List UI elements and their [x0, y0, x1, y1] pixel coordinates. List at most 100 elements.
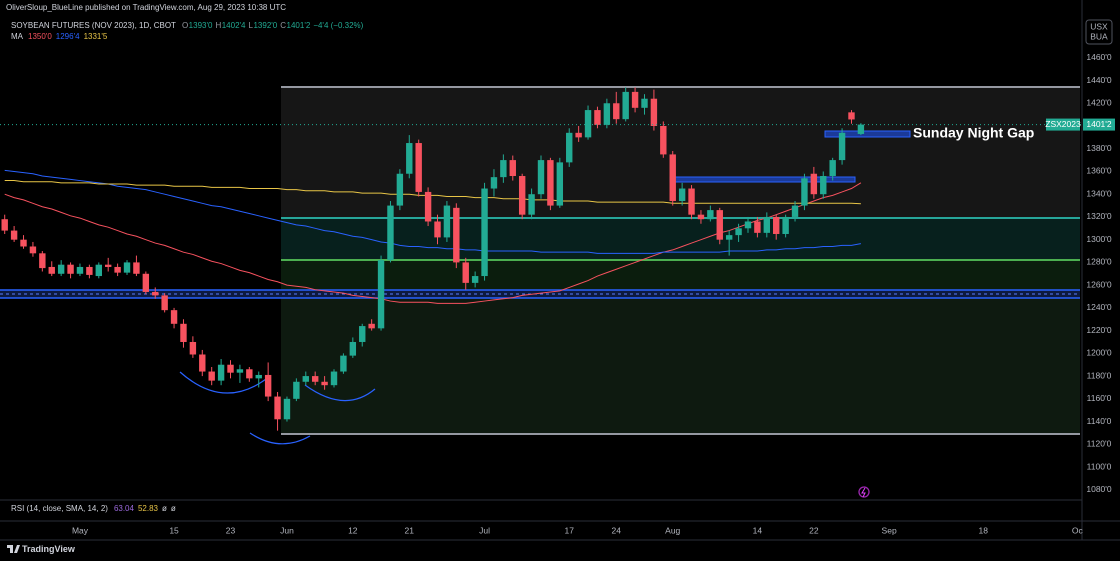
candle-body — [518, 176, 526, 215]
x-tick-label: 18 — [978, 525, 988, 535]
x-tick-label: Oc — [1072, 525, 1084, 535]
moving-average-line — [4, 169, 861, 254]
legend-key: O — [182, 21, 188, 30]
pattern-arc — [179, 371, 271, 394]
candle-body — [575, 132, 582, 138]
ma-key: MA — [11, 32, 24, 41]
candle-body — [39, 253, 46, 269]
candle-body — [95, 264, 102, 277]
x-tick-label: Aug — [665, 525, 680, 535]
y-tick-label: 1220'0 — [1086, 325, 1112, 335]
candle-body — [29, 246, 37, 254]
x-tick-label: 22 — [809, 525, 819, 535]
x-tick-label: 21 — [405, 525, 415, 535]
symbol-tag — [1046, 118, 1080, 131]
candle-body — [76, 266, 84, 274]
candle-body — [716, 210, 723, 240]
candle-body — [763, 216, 771, 233]
candle-body — [302, 376, 309, 382]
candle-body — [566, 132, 573, 163]
ma-value: 1331'5 — [84, 32, 108, 41]
candle-body — [773, 216, 780, 234]
candle-body — [556, 162, 564, 206]
candle-body — [330, 371, 338, 386]
candle-body — [471, 276, 479, 283]
zone-teal — [281, 218, 1080, 260]
ma-value: 1350'0 — [28, 32, 52, 41]
pattern-arc — [249, 432, 311, 445]
candle-body — [180, 323, 187, 342]
candle-body — [227, 364, 234, 373]
candle-body — [537, 160, 545, 195]
candle-body — [735, 228, 742, 236]
x-tick-label: Jun — [280, 525, 294, 535]
rsi-readout: 52.83 — [138, 504, 159, 513]
candle-body — [67, 264, 74, 274]
legend-value: 1402'4 — [222, 21, 246, 30]
candle-body — [622, 91, 629, 120]
candle-body — [246, 369, 253, 379]
candle-body — [424, 191, 432, 222]
y-tick-label: 1100'0 — [1087, 461, 1112, 471]
event-icon[interactable] — [858, 486, 870, 498]
candle-body — [133, 262, 140, 274]
y-tick-label: 1300'0 — [1086, 234, 1112, 244]
candle-body — [114, 266, 121, 273]
candle-body — [199, 354, 206, 372]
candle-body — [838, 132, 846, 161]
candle-body — [105, 264, 112, 267]
y-tick-label: 1440'0 — [1086, 75, 1112, 85]
x-tick-label: 12 — [348, 525, 358, 535]
candle-body — [754, 221, 761, 233]
y-tick-label: 1340'0 — [1086, 188, 1112, 198]
candle-body — [801, 178, 808, 206]
candle-body — [264, 374, 272, 397]
legend-key: L — [249, 21, 254, 30]
candle-body — [142, 273, 150, 292]
candle-body — [161, 295, 168, 311]
unit-badge-text: BUA — [1090, 31, 1108, 41]
x-tick-label: May — [72, 525, 89, 535]
candle-body — [255, 374, 262, 379]
candle-body — [123, 262, 131, 273]
y-tick-label: 1180'0 — [1087, 370, 1112, 380]
ma-value: 1296'4 — [56, 32, 80, 41]
candle-body — [725, 235, 733, 240]
legend-value: 1393'0 — [189, 21, 213, 30]
candle-body — [848, 112, 855, 120]
candle-body — [283, 398, 291, 420]
candle-body — [48, 266, 55, 274]
candle-body — [547, 160, 554, 206]
unit-badge[interactable] — [1085, 19, 1113, 45]
candle-body — [500, 160, 507, 178]
candle-body — [208, 371, 215, 381]
event-icon-bolt — [861, 487, 866, 498]
candle-body — [387, 205, 394, 261]
brand-logo — [7, 545, 20, 553]
candle-body — [669, 154, 676, 202]
candle-body — [810, 173, 818, 195]
y-tick-label: 1420'0 — [1086, 98, 1112, 108]
y-tick-label: 1200'0 — [1086, 348, 1112, 358]
y-tick-label: 1360'0 — [1086, 166, 1112, 176]
y-tick-label: 1260'0 — [1086, 279, 1112, 289]
candle-body — [396, 173, 404, 206]
x-tick-label: 24 — [612, 525, 622, 535]
candle-body — [688, 188, 695, 215]
candle-body — [20, 239, 27, 247]
legend-key: C — [280, 21, 286, 30]
candle-body — [170, 310, 178, 324]
symbol-label: ZSX2023 — [1045, 119, 1081, 129]
y-tick-label: 1380'0 — [1086, 143, 1112, 153]
candle-body — [377, 260, 385, 329]
candle-body — [707, 210, 714, 220]
y-tick-label: 1120'0 — [1087, 439, 1112, 449]
zone-dark-green — [281, 298, 1080, 434]
annotation: Sunday Night Gap — [913, 125, 1034, 141]
candle-body — [236, 369, 244, 373]
candle-body — [528, 194, 535, 215]
candle-body — [434, 221, 441, 238]
candle-body — [641, 98, 648, 108]
